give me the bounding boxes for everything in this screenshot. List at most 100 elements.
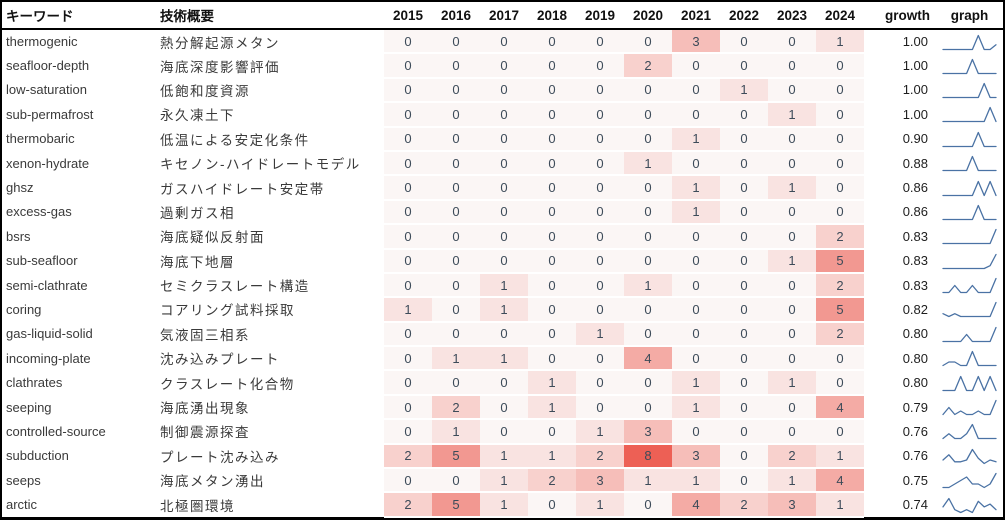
description-cell: プレート沈み込み	[160, 449, 280, 465]
keyword-cell: semi-clathrate	[6, 277, 88, 293]
heat-cell: 0	[672, 150, 720, 177]
graph-cell	[936, 346, 1003, 370]
table-row: thermobaric 低温による安定化条件 0 0 0 0 0 0 1 0 0 0 0.90	[2, 126, 1003, 152]
heat-cell: 0	[720, 126, 768, 152]
heat-cell: 0	[624, 29, 672, 55]
graph-cell	[936, 370, 1003, 394]
growth-cell: 0.80	[902, 375, 928, 391]
table-row: ghsz ガスハイドレート安定帯 0 0 0 0 0 0 1 0 1 0 0.86	[2, 175, 1003, 201]
keyword-cell: sub-seafloor	[6, 253, 78, 269]
heat-cell: 0	[816, 150, 864, 177]
heat-cell: 0	[384, 224, 432, 250]
keyword-cell: gas-liquid-solid	[6, 326, 93, 342]
description-cell: 低飽和度資源	[160, 83, 250, 99]
table-header: キーワード 技術概要 2015 2016 2017 2018 2019 2020 2021 2…	[2, 2, 1003, 30]
heat-cell: 0	[432, 175, 480, 201]
keyword-cell: xenon-hydrate	[6, 155, 90, 171]
heat-cell: 0	[720, 53, 768, 79]
heat-cell: 0	[672, 297, 720, 323]
heat-cell: 0	[624, 321, 672, 348]
keyword-cell: seeps	[6, 472, 41, 488]
description-cell: 海底疑似反射面	[160, 230, 265, 246]
heat-cell: 0	[720, 224, 768, 250]
heat-cell: 0	[816, 77, 864, 104]
description-cell: 海底下地層	[160, 254, 235, 270]
column-header-2016: 2016	[432, 2, 480, 30]
heat-cell: 5	[432, 492, 480, 518]
description-cell: 沈み込みプレート	[160, 352, 280, 368]
description-cell: セミクラスレート構造	[160, 279, 310, 295]
heat-cell: 0	[576, 346, 624, 372]
heat-cell: 0	[768, 419, 816, 445]
heat-cell: 0	[672, 77, 720, 104]
heat-cell: 0	[768, 150, 816, 177]
heat-cell: 0	[576, 199, 624, 226]
heat-cell: 0	[816, 126, 864, 152]
heat-cell: 0	[432, 468, 480, 494]
heat-cell: 0	[768, 346, 816, 372]
heat-cell: 0	[816, 53, 864, 79]
heat-cell: 0	[624, 394, 672, 421]
heat-cell: 0	[528, 53, 576, 79]
column-header-2019: 2019	[576, 2, 624, 30]
heat-cell: 0	[432, 297, 480, 323]
description-cell: 海底深度影響評価	[160, 59, 280, 75]
heat-cell: 0	[816, 370, 864, 396]
heat-cell: 0	[720, 468, 768, 494]
description-cell: クラスレート化合物	[160, 376, 295, 392]
sparkline	[941, 204, 997, 221]
heat-cell: 0	[528, 29, 576, 55]
description-cell: 海底メタン湧出	[160, 474, 265, 490]
heat-cell: 0	[768, 272, 816, 299]
heat-cell: 0	[576, 175, 624, 201]
heat-cell: 0	[576, 29, 624, 55]
heat-cell: 0	[480, 419, 528, 445]
heat-cell: 0	[768, 224, 816, 250]
heat-cell: 0	[672, 419, 720, 445]
heat-cell: 0	[480, 102, 528, 128]
heat-cell: 0	[480, 394, 528, 421]
heat-cell: 0	[384, 126, 432, 152]
heat-cell: 0	[720, 370, 768, 396]
growth-cell: 0.74	[902, 497, 928, 513]
growth-cell: 0.83	[902, 228, 928, 244]
table-row: coring コアリング試料採取 1 0 1 0 0 0 0 0 0 5 0.82	[2, 297, 1003, 323]
table-row: bsrs 海底疑似反射面 0 0 0 0 0 0 0 0 0 2 0.83	[2, 224, 1003, 250]
heat-cell: 0	[624, 492, 672, 518]
heat-cell: 0	[480, 126, 528, 152]
keyword-cell: arctic	[6, 497, 38, 513]
description-cell: キセノン-ハイドレートモデル	[160, 157, 361, 173]
heat-cell: 1	[576, 419, 624, 445]
growth-cell: 0.86	[902, 204, 928, 220]
heat-cell: 0	[720, 297, 768, 323]
sparkline	[941, 351, 997, 367]
keyword-cell: clathrates	[6, 375, 63, 391]
keyword-cell: thermogenic	[6, 34, 78, 50]
heat-cell: 1	[768, 102, 816, 128]
heat-cell: 0	[384, 272, 432, 299]
heat-cell: 0	[816, 346, 864, 372]
heat-cell: 0	[816, 102, 864, 128]
heat-cell: 0	[624, 175, 672, 201]
sparkline	[941, 253, 997, 269]
heat-cell: 0	[720, 175, 768, 201]
heat-cell: 0	[432, 29, 480, 55]
growth-cell: 0.83	[902, 277, 928, 293]
heat-cell: 0	[384, 321, 432, 348]
heat-cell: 4	[816, 468, 864, 494]
keyword-cell: coring	[6, 301, 42, 317]
graph-cell	[936, 468, 1003, 492]
sparkline	[941, 375, 997, 391]
keyword-cell: thermobaric	[6, 131, 75, 147]
heat-cell: 0	[432, 321, 480, 348]
heat-cell: 2	[816, 224, 864, 250]
growth-cell: 1.00	[902, 82, 928, 98]
heat-cell: 1	[768, 468, 816, 494]
sparkline	[941, 180, 997, 196]
heat-cell: 1	[720, 77, 768, 104]
growth-cell: 0.80	[902, 350, 928, 366]
graph-cell	[936, 249, 1003, 273]
heat-cell: 0	[720, 346, 768, 372]
